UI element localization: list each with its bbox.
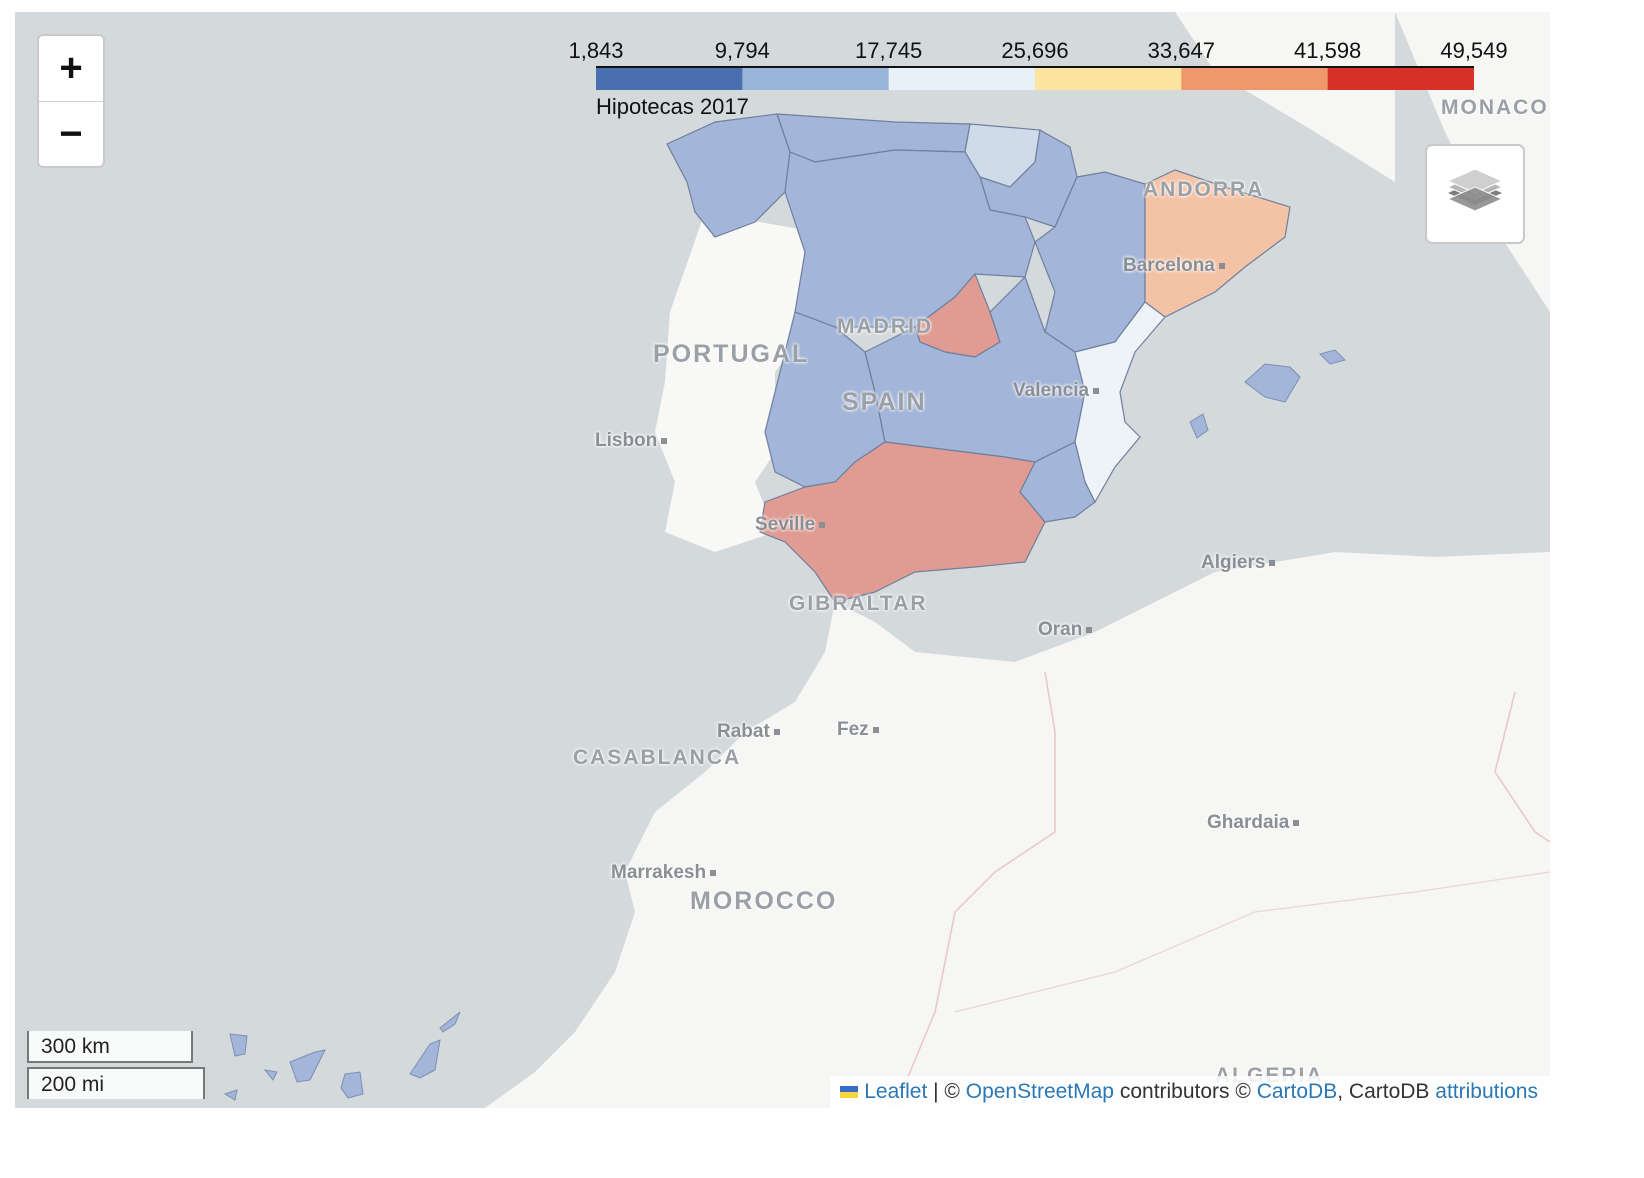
balearic-menorca [1319, 349, 1346, 365]
land-france [655, 12, 1395, 182]
label-gibraltar: GIBRALTAR [789, 592, 928, 615]
map-container[interactable]: PORTUGAL SPAIN MADRID ANDORRA MONACO GIB… [15, 12, 1550, 1108]
legend-tick-label: 49,549 [1440, 38, 1508, 63]
canary-island-1 [229, 1033, 248, 1057]
legend-swatch [742, 68, 890, 90]
attributions-link[interactable]: attributions [1435, 1080, 1538, 1103]
legend-tick-label: 9,794 [714, 38, 770, 63]
legend-tick-label: 33,647 [1147, 38, 1215, 63]
label-morocco: MOROCCO [690, 887, 838, 915]
canary-island-5 [409, 1039, 441, 1079]
label-algiers: Algiers [1201, 552, 1276, 574]
legend-swatch [1035, 68, 1182, 90]
label-madrid: MADRID [837, 315, 933, 338]
attribution-sep1: | © [927, 1080, 966, 1103]
label-spain: SPAIN [842, 388, 927, 416]
balearic-mallorca [1244, 363, 1301, 403]
land-africa [485, 552, 1550, 1108]
label-lisbon: Lisbon [595, 430, 668, 452]
label-marrakesh: Marrakesh [611, 862, 717, 884]
layers-button[interactable] [1425, 144, 1525, 244]
legend-tick-label: 1,843 [568, 38, 624, 63]
legend-swatch [1327, 68, 1474, 90]
border-algeria-east [1494, 691, 1550, 843]
canary-island-2 [263, 1069, 278, 1081]
attribution-sep2: , CartoDB [1337, 1080, 1436, 1103]
scale-km: 300 km [27, 1031, 193, 1063]
legend-tick-label: 25,696 [1001, 38, 1069, 63]
scale-km-label: 300 km [27, 1031, 193, 1063]
canary-island-4 [340, 1071, 364, 1099]
label-seville: Seville [755, 514, 826, 536]
zoom-out-button[interactable]: − [59, 112, 83, 156]
osm-link[interactable]: OpenStreetMap [965, 1080, 1114, 1103]
label-andorra: ANDORRA [1143, 178, 1265, 201]
attribution: Leaflet | © OpenStreetMap contributors ©… [830, 1076, 1550, 1108]
label-oran: Oran [1038, 619, 1093, 641]
zoom-control: + − [37, 34, 105, 168]
legend-swatch [888, 68, 1036, 90]
scale-mi: 200 mi [27, 1067, 205, 1099]
label-fez: Fez [837, 719, 879, 741]
legend-title: Hipotecas 2017 [596, 94, 749, 119]
label-monaco: MONACO [1441, 96, 1549, 119]
leaflet-link[interactable]: Leaflet [864, 1080, 928, 1103]
scale-mi-label: 200 mi [27, 1067, 205, 1099]
label-valencia: Valencia [1013, 380, 1100, 402]
legend-tick-label: 17,745 [855, 38, 923, 63]
land-portugal [655, 212, 815, 552]
region-andalucia [759, 441, 1046, 603]
legend-swatch [596, 68, 743, 90]
region-galicia [666, 113, 791, 238]
zoom-in-button[interactable]: + [39, 36, 103, 102]
label-ghardaia: Ghardaia [1207, 812, 1300, 834]
layers-icon [1446, 168, 1504, 212]
label-rabat: Rabat [717, 721, 780, 743]
border-algeria-south [954, 871, 1550, 1013]
label-portugal: PORTUGAL [653, 340, 810, 368]
legend-colorbar [596, 66, 1474, 90]
balearic-ibiza [1189, 413, 1209, 439]
ukraine-flag-icon [840, 1086, 859, 1099]
basemap [223, 12, 1550, 1108]
attribution-contrib: contributors © [1114, 1080, 1257, 1103]
label-barcelona: Barcelona [1123, 255, 1225, 277]
canary-island-6 [439, 1011, 461, 1033]
canary-island-7 [223, 1089, 238, 1101]
canary-island-3 [289, 1049, 326, 1083]
cartodb-link[interactable]: CartoDB [1256, 1080, 1338, 1103]
border-morocco-algeria [894, 671, 1056, 1108]
label-casablanca: CASABLANCA [573, 746, 742, 769]
region-cataluna [1144, 169, 1291, 318]
legend-tick-label: 41,598 [1294, 38, 1362, 63]
legend-swatch [1181, 68, 1329, 90]
